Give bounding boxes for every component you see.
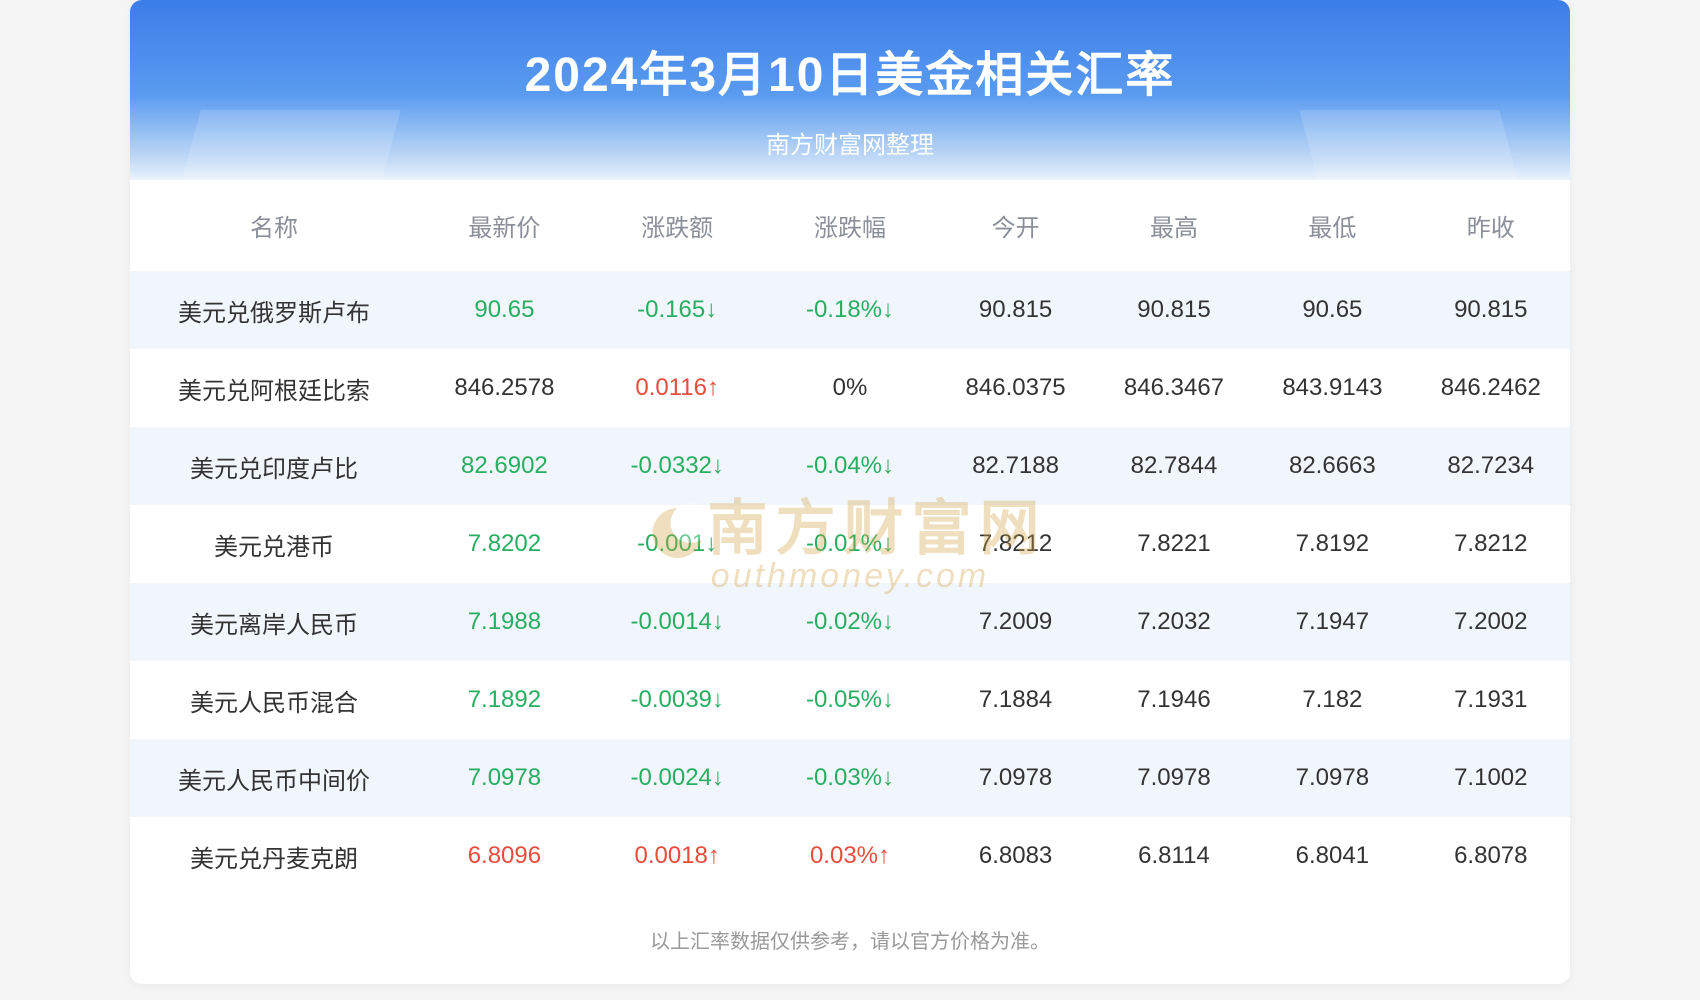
cell-name: 美元兑印度卢比 (130, 427, 418, 505)
cell-low: 7.0978 (1253, 739, 1411, 817)
col-header-high: 最高 (1095, 180, 1253, 271)
cell-open: 7.0978 (936, 739, 1094, 817)
cell-name: 美元人民币中间价 (130, 739, 418, 817)
cell-open: 7.8212 (936, 505, 1094, 583)
cell-prev: 6.8078 (1412, 817, 1570, 895)
table-row: 美元离岸人民币7.1988-0.0014↓-0.02%↓7.20097.2032… (130, 583, 1570, 661)
col-header-prev: 昨收 (1412, 180, 1570, 271)
cell-high: 846.3467 (1095, 349, 1253, 427)
cell-name: 美元兑港币 (130, 505, 418, 583)
cell-open: 846.0375 (936, 349, 1094, 427)
table-row: 美元人民币混合7.1892-0.0039↓-0.05%↓7.18847.1946… (130, 661, 1570, 739)
table-row: 美元兑丹麦克朗6.80960.0018↑0.03%↑6.80836.81146.… (130, 817, 1570, 895)
table-body: 美元兑俄罗斯卢布90.65-0.165↓-0.18%↓90.81590.8159… (130, 271, 1570, 895)
cell-low: 7.8192 (1253, 505, 1411, 583)
cell-prev: 82.7234 (1412, 427, 1570, 505)
cell-pct: 0% (764, 349, 937, 427)
cell-price: 6.8096 (418, 817, 591, 895)
cell-pct: -0.04%↓ (764, 427, 937, 505)
cell-low: 6.8041 (1253, 817, 1411, 895)
cell-high: 7.8221 (1095, 505, 1253, 583)
cell-prev: 7.1002 (1412, 739, 1570, 817)
cell-price: 846.2578 (418, 349, 591, 427)
cell-pct: -0.18%↓ (764, 271, 937, 349)
cell-low: 843.9143 (1253, 349, 1411, 427)
cell-name: 美元人民币混合 (130, 661, 418, 739)
cell-low: 7.182 (1253, 661, 1411, 739)
cell-prev: 846.2462 (1412, 349, 1570, 427)
header: 2024年3月10日美金相关汇率 南方财富网整理 (130, 0, 1570, 190)
cell-name: 美元离岸人民币 (130, 583, 418, 661)
table-row: 美元兑印度卢比82.6902-0.0332↓-0.04%↓82.718882.7… (130, 427, 1570, 505)
cell-open: 7.2009 (936, 583, 1094, 661)
cell-pct: -0.01%↓ (764, 505, 937, 583)
cell-open: 6.8083 (936, 817, 1094, 895)
table-row: 美元兑港币7.8202-0.001↓-0.01%↓7.82127.82217.8… (130, 505, 1570, 583)
cell-low: 7.1947 (1253, 583, 1411, 661)
cell-prev: 90.815 (1412, 271, 1570, 349)
cell-change: -0.165↓ (591, 271, 764, 349)
cell-pct: -0.02%↓ (764, 583, 937, 661)
col-header-pct: 涨跌幅 (764, 180, 937, 271)
cell-high: 7.0978 (1095, 739, 1253, 817)
table-row: 美元人民币中间价7.0978-0.0024↓-0.03%↓7.09787.097… (130, 739, 1570, 817)
cell-prev: 7.8212 (1412, 505, 1570, 583)
page-title: 2024年3月10日美金相关汇率 (130, 35, 1570, 105)
cell-change: -0.0014↓ (591, 583, 764, 661)
cell-change: -0.001↓ (591, 505, 764, 583)
cell-high: 82.7844 (1095, 427, 1253, 505)
cell-change: -0.0024↓ (591, 739, 764, 817)
cell-price: 7.1988 (418, 583, 591, 661)
cell-change: 0.0116↑ (591, 349, 764, 427)
cell-prev: 7.2002 (1412, 583, 1570, 661)
cell-high: 6.8114 (1095, 817, 1253, 895)
cell-name: 美元兑阿根廷比索 (130, 349, 418, 427)
cell-change: -0.0332↓ (591, 427, 764, 505)
cell-pct: 0.03%↑ (764, 817, 937, 895)
page-container: 2024年3月10日美金相关汇率 南方财富网整理 名称 最新价 涨跌额 涨跌幅 … (130, 0, 1570, 984)
cell-high: 90.815 (1095, 271, 1253, 349)
col-header-change: 涨跌额 (591, 180, 764, 271)
cell-name: 美元兑俄罗斯卢布 (130, 271, 418, 349)
cell-open: 90.815 (936, 271, 1094, 349)
cell-pct: -0.05%↓ (764, 661, 937, 739)
cell-low: 82.6663 (1253, 427, 1411, 505)
col-header-open: 今开 (936, 180, 1094, 271)
cell-name: 美元兑丹麦克朗 (130, 817, 418, 895)
col-header-price: 最新价 (418, 180, 591, 271)
cell-open: 7.1884 (936, 661, 1094, 739)
table-container: 名称 最新价 涨跌额 涨跌幅 今开 最高 最低 昨收 美元兑俄罗斯卢布90.65… (130, 180, 1570, 895)
footer-note: 以上汇率数据仅供参考，请以官方价格为准。 (130, 895, 1570, 984)
table-row: 美元兑阿根廷比索846.25780.0116↑0%846.0375846.346… (130, 349, 1570, 427)
cell-change: 0.0018↑ (591, 817, 764, 895)
cell-low: 90.65 (1253, 271, 1411, 349)
table-header-row: 名称 最新价 涨跌额 涨跌幅 今开 最高 最低 昨收 (130, 180, 1570, 271)
exchange-rate-table: 名称 最新价 涨跌额 涨跌幅 今开 最高 最低 昨收 美元兑俄罗斯卢布90.65… (130, 180, 1570, 895)
cell-price: 90.65 (418, 271, 591, 349)
cell-price: 7.8202 (418, 505, 591, 583)
cell-change: -0.0039↓ (591, 661, 764, 739)
page-subtitle: 南方财富网整理 (130, 125, 1570, 160)
cell-pct: -0.03%↓ (764, 739, 937, 817)
cell-high: 7.1946 (1095, 661, 1253, 739)
col-header-name: 名称 (130, 180, 418, 271)
cell-high: 7.2032 (1095, 583, 1253, 661)
cell-price: 7.0978 (418, 739, 591, 817)
col-header-low: 最低 (1253, 180, 1411, 271)
cell-open: 82.7188 (936, 427, 1094, 505)
table-row: 美元兑俄罗斯卢布90.65-0.165↓-0.18%↓90.81590.8159… (130, 271, 1570, 349)
cell-price: 82.6902 (418, 427, 591, 505)
cell-prev: 7.1931 (1412, 661, 1570, 739)
cell-price: 7.1892 (418, 661, 591, 739)
